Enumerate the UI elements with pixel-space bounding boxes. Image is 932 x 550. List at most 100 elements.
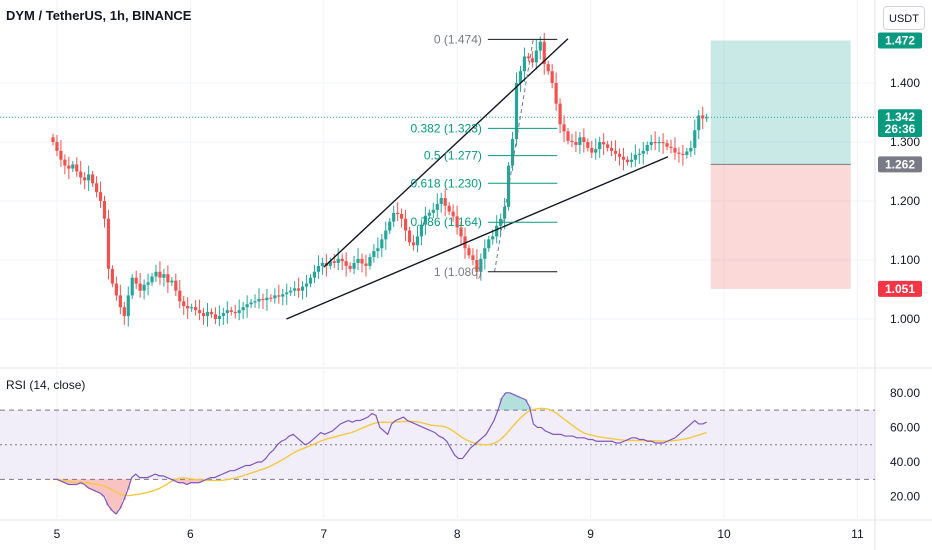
candle-body bbox=[344, 261, 348, 266]
candle-body bbox=[336, 258, 340, 263]
rsi-overbought-fill bbox=[499, 392, 532, 411]
candle-body bbox=[293, 288, 297, 291]
candle-body bbox=[229, 310, 233, 312]
candle-body bbox=[297, 288, 301, 291]
price-label-box bbox=[878, 121, 922, 138]
candle-body bbox=[372, 251, 376, 258]
position-target-zone bbox=[710, 40, 851, 165]
candle-body bbox=[245, 304, 249, 308]
candle-body bbox=[649, 142, 653, 145]
candle-body bbox=[87, 174, 91, 181]
rsi-tick-label: 20.00 bbox=[890, 490, 920, 504]
candle-body bbox=[289, 290, 293, 293]
candle-body bbox=[435, 203, 439, 210]
candle-body bbox=[554, 83, 558, 104]
candle-body bbox=[483, 248, 487, 259]
candle-body bbox=[629, 159, 633, 163]
candle-body bbox=[558, 103, 562, 125]
candle-body bbox=[613, 150, 618, 154]
candle-body bbox=[348, 265, 352, 269]
candle-body bbox=[300, 286, 305, 291]
fib-level-label: 1 (1.080) bbox=[434, 265, 482, 279]
time-tick-label: 8 bbox=[454, 527, 461, 541]
candle-body bbox=[174, 280, 178, 291]
candle-body bbox=[316, 265, 321, 272]
candle-body bbox=[170, 280, 174, 283]
candle-body bbox=[574, 142, 578, 145]
candle-body bbox=[162, 274, 166, 278]
candle-body bbox=[71, 164, 75, 169]
candle-body bbox=[233, 311, 237, 314]
candle-body bbox=[621, 156, 626, 160]
candle-body bbox=[447, 205, 451, 212]
symbol-title: DYM / TetherUS, 1h, BINANCE bbox=[6, 8, 192, 23]
candle-body bbox=[102, 201, 107, 219]
rsi-tick-label: 40.00 bbox=[890, 455, 920, 469]
candle-body bbox=[352, 262, 356, 269]
candle-body bbox=[697, 115, 701, 131]
candle-body bbox=[479, 258, 483, 272]
candle-body bbox=[653, 142, 657, 144]
candle-body bbox=[376, 248, 380, 252]
candle-body bbox=[431, 209, 435, 213]
candle-body bbox=[419, 224, 424, 237]
candle-body bbox=[154, 271, 158, 277]
rsi-tick-label: 80.00 bbox=[890, 386, 920, 400]
candle-body bbox=[75, 164, 79, 172]
candle-body bbox=[566, 131, 570, 141]
candle-body bbox=[427, 212, 431, 216]
candle-body bbox=[79, 171, 83, 178]
candle-body bbox=[142, 284, 146, 291]
price-label-box bbox=[878, 280, 922, 297]
candles bbox=[51, 32, 709, 327]
candle-body bbox=[705, 117, 709, 119]
candle-body bbox=[522, 56, 527, 72]
candle-body bbox=[186, 306, 190, 309]
candle-body bbox=[249, 302, 253, 305]
candle-body bbox=[570, 140, 574, 142]
lower-channel-line bbox=[286, 156, 669, 320]
candle-body bbox=[403, 218, 408, 231]
candle-body bbox=[138, 283, 142, 291]
candle-body bbox=[633, 154, 637, 160]
candle-body bbox=[514, 83, 519, 140]
candle-body bbox=[534, 50, 538, 63]
candle-body bbox=[637, 153, 641, 155]
candle-body bbox=[380, 239, 384, 249]
candle-body bbox=[146, 282, 150, 285]
time-tick-label: 10 bbox=[717, 527, 731, 541]
candle-body bbox=[166, 274, 170, 283]
time-tick-label: 9 bbox=[587, 527, 594, 541]
candle-body bbox=[265, 297, 269, 301]
candle-body bbox=[59, 150, 63, 160]
candle-body bbox=[209, 311, 214, 315]
price-tick-label: 1.000 bbox=[890, 312, 920, 326]
candle-body bbox=[118, 295, 122, 308]
candle-body bbox=[269, 297, 273, 299]
price-tick-label: 1.400 bbox=[890, 76, 920, 90]
candle-body bbox=[681, 153, 685, 155]
candle-body bbox=[423, 215, 427, 225]
candle-body bbox=[467, 248, 471, 256]
candle-body bbox=[277, 295, 281, 297]
candle-body bbox=[641, 150, 645, 154]
candle-body bbox=[590, 147, 594, 153]
currency-unit-button[interactable]: USDT bbox=[883, 6, 925, 30]
candle-body bbox=[332, 261, 336, 263]
candle-body bbox=[538, 41, 542, 51]
candle-body bbox=[400, 213, 404, 219]
candle-body bbox=[542, 41, 546, 65]
candle-body bbox=[693, 130, 697, 148]
candle-body bbox=[407, 230, 412, 243]
candle-body bbox=[83, 177, 87, 181]
candle-body bbox=[213, 314, 218, 319]
price-axis-label: 1.262 bbox=[885, 157, 915, 171]
candle-body bbox=[518, 71, 523, 83]
candle-body bbox=[439, 198, 443, 204]
candle-body bbox=[106, 218, 111, 269]
price-tick-label: 1.300 bbox=[890, 135, 920, 149]
candle-body bbox=[98, 192, 103, 201]
candle-body bbox=[411, 242, 416, 246]
candle-body bbox=[384, 230, 388, 240]
